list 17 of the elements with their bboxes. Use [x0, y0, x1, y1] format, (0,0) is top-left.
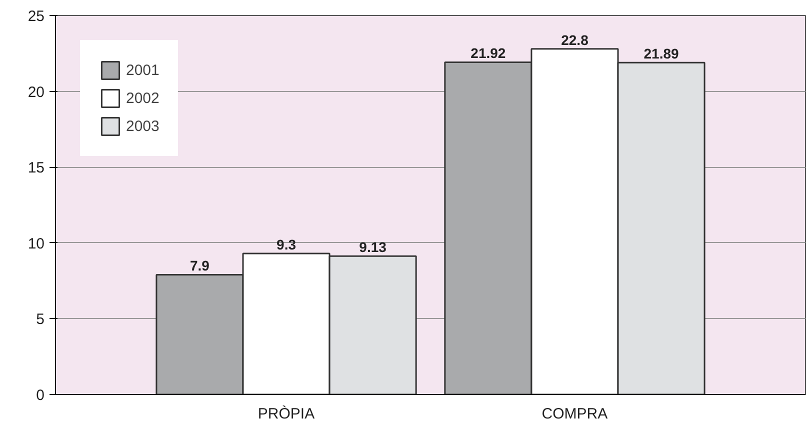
data-label: 21.89	[644, 46, 679, 62]
data-label: 9.13	[359, 239, 387, 256]
y-tick-label: 25	[28, 8, 45, 25]
x-tick-label: PRÒPIA	[258, 404, 315, 422]
data-label: 22.8	[561, 32, 589, 48]
data-label: 21.92	[470, 45, 506, 62]
y-tick-label: 0	[36, 387, 44, 404]
y-tick-label: 15	[28, 160, 45, 177]
y-tick-label: 5	[36, 311, 44, 328]
legend-label: 2003	[126, 118, 160, 134]
y-tick-label: 10	[28, 235, 45, 252]
data-label: 7.9	[190, 258, 210, 274]
legend-label: 2001	[126, 62, 160, 78]
x-tick-label: COMPRA	[542, 406, 608, 422]
y-tick-label: 20	[28, 84, 45, 101]
legend-label: 2002	[126, 90, 160, 106]
data-label: 9.3	[276, 236, 296, 253]
